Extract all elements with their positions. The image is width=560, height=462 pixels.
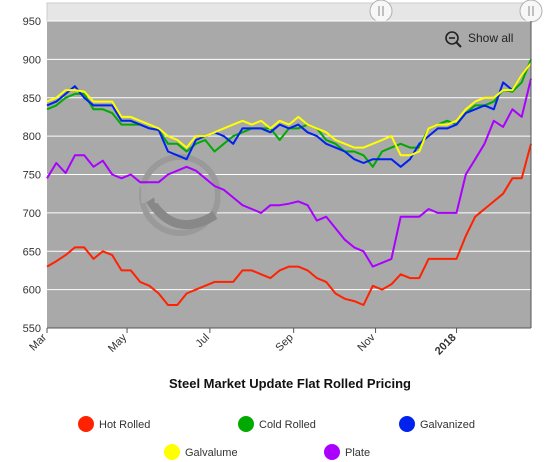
y-tick-label: 900 bbox=[23, 54, 41, 66]
series-line-galvanized[interactable] bbox=[46, 62, 532, 168]
x-tick-label: May bbox=[106, 331, 130, 355]
legend-swatch bbox=[78, 416, 94, 432]
legend-label: Hot Rolled bbox=[99, 419, 150, 431]
range-handle-right[interactable] bbox=[519, 0, 543, 23]
x-tick-label: 2018 bbox=[433, 332, 459, 358]
legend-item-hot-rolled[interactable]: Hot Rolled bbox=[78, 416, 150, 432]
x-tick-label: Nov bbox=[355, 331, 378, 354]
legend-swatch bbox=[399, 416, 415, 432]
y-tick-label: 800 bbox=[23, 131, 41, 143]
legend-item-galvalume[interactable]: Galvalume bbox=[164, 444, 238, 460]
legend-label: Cold Rolled bbox=[259, 419, 316, 431]
series-line-plate[interactable] bbox=[46, 78, 532, 268]
y-tick-label: 950 bbox=[23, 16, 41, 28]
legend-label: Galvanized bbox=[420, 419, 475, 431]
legend-label: Plate bbox=[345, 447, 370, 459]
y-tick-label: 750 bbox=[23, 170, 41, 182]
legend-swatch bbox=[324, 444, 340, 460]
y-tick-label: 650 bbox=[23, 246, 41, 258]
series-group bbox=[46, 59, 532, 306]
y-tick-label: 700 bbox=[23, 208, 41, 220]
legend-swatch bbox=[238, 416, 254, 432]
watermark-text: STEEL MARKET UPDATE bbox=[115, 178, 472, 209]
zoom-out-icon bbox=[445, 31, 462, 48]
y-axis: 550 600 650 700 750 800 850 900 950 bbox=[23, 16, 41, 335]
legend: Hot Rolled Cold Rolled Galvanized Galvalume… bbox=[78, 416, 475, 460]
y-tick-label: 550 bbox=[23, 323, 41, 335]
legend-item-galvanized[interactable]: Galvanized bbox=[399, 416, 475, 432]
range-handle-left[interactable] bbox=[369, 0, 393, 23]
grid bbox=[47, 20, 531, 329]
series-line-galvalume[interactable] bbox=[46, 62, 532, 157]
y-tick-label: 850 bbox=[23, 93, 41, 105]
show-all-button[interactable]: Show all bbox=[445, 31, 513, 48]
range-navigator[interactable] bbox=[46, 0, 543, 23]
series-line-hot-rolled[interactable] bbox=[46, 143, 532, 306]
legend-item-plate[interactable]: Plate bbox=[324, 444, 370, 460]
legend-swatch bbox=[164, 444, 180, 460]
watermark-logo: STEEL MARKET UPDATE bbox=[115, 154, 472, 236]
legend-item-cold-rolled[interactable]: Cold Rolled bbox=[238, 416, 316, 432]
legend-label: Galvalume bbox=[185, 447, 238, 459]
chart-title: Steel Market Update Flat Rolled Pricing bbox=[169, 376, 411, 391]
x-tick-label: Jul bbox=[194, 332, 212, 350]
y-tick-label: 600 bbox=[23, 285, 41, 297]
show-all-label: Show all bbox=[468, 31, 513, 45]
x-tick-label: Sep bbox=[273, 332, 295, 354]
